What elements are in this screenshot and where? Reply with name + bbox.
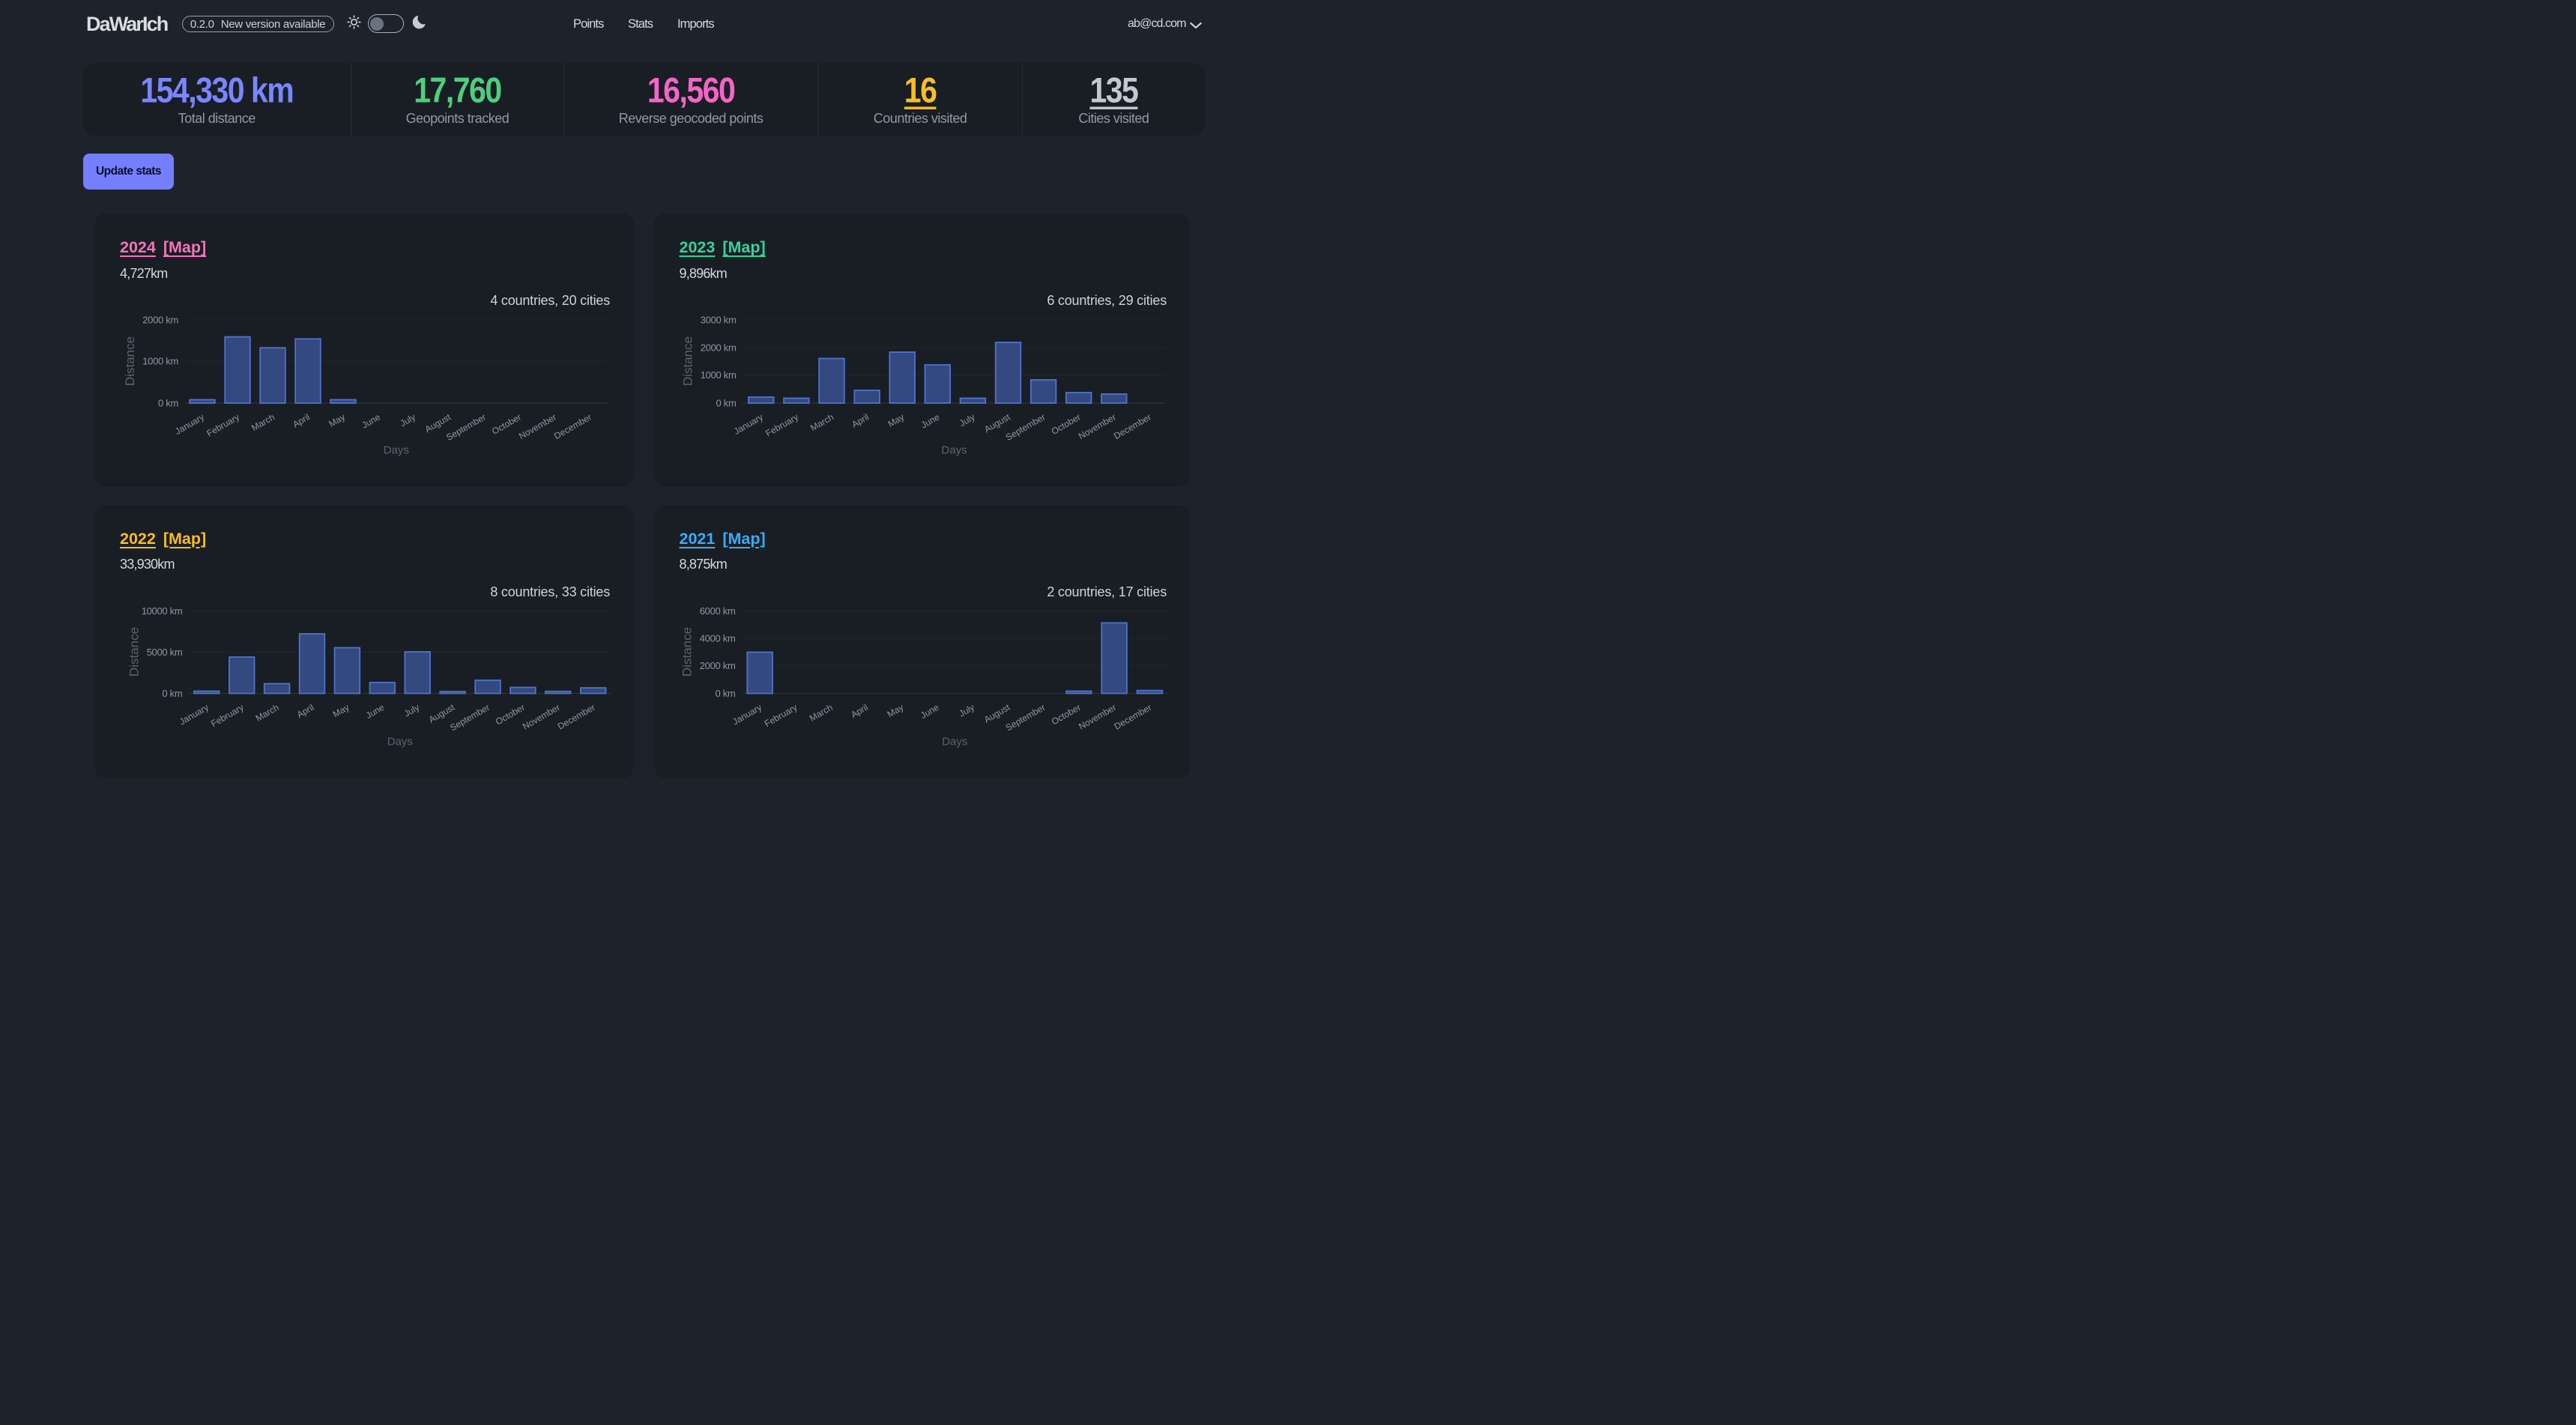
svg-text:January: January xyxy=(731,701,764,726)
svg-text:0 km: 0 km xyxy=(716,398,736,409)
svg-text:2000 km: 2000 km xyxy=(700,342,736,353)
svg-text:0 km: 0 km xyxy=(162,688,182,699)
svg-text:April: April xyxy=(291,411,312,429)
svg-text:June: June xyxy=(919,701,941,720)
svg-text:Distance: Distance xyxy=(680,626,694,676)
svg-text:September: September xyxy=(444,411,488,442)
svg-text:June: June xyxy=(919,411,941,430)
svg-text:September: September xyxy=(1003,411,1047,442)
svg-text:0 km: 0 km xyxy=(715,688,735,699)
svg-text:December: December xyxy=(552,411,593,441)
svg-text:January: January xyxy=(173,411,206,436)
svg-text:November: November xyxy=(1077,701,1118,731)
svg-text:2000 km: 2000 km xyxy=(699,660,735,671)
svg-text:March: March xyxy=(808,411,835,433)
svg-text:September: September xyxy=(448,701,492,732)
svg-text:3000 km: 3000 km xyxy=(700,315,736,326)
svg-text:December: December xyxy=(1112,701,1153,731)
svg-text:Days: Days xyxy=(941,444,967,457)
svg-text:July: July xyxy=(399,411,417,429)
svg-text:May: May xyxy=(331,701,351,718)
svg-text:Days: Days xyxy=(942,735,967,748)
svg-text:January: January xyxy=(178,701,211,726)
svg-text:March: March xyxy=(807,701,834,723)
svg-text:Days: Days xyxy=(387,735,413,748)
svg-text:May: May xyxy=(885,701,905,718)
svg-text:September: September xyxy=(1003,701,1047,732)
svg-text:February: February xyxy=(209,701,246,728)
svg-text:5000 km: 5000 km xyxy=(147,647,183,658)
svg-text:June: June xyxy=(360,411,382,430)
svg-text:May: May xyxy=(886,411,906,429)
svg-text:Distance: Distance xyxy=(127,626,141,676)
svg-text:Distance: Distance xyxy=(123,336,137,386)
svg-text:April: April xyxy=(850,411,871,429)
svg-text:November: November xyxy=(517,411,558,441)
svg-text:November: November xyxy=(1076,411,1117,441)
svg-text:April: April xyxy=(295,701,316,719)
svg-text:May: May xyxy=(327,411,347,429)
svg-text:Days: Days xyxy=(384,444,409,457)
svg-text:4000 km: 4000 km xyxy=(699,632,735,644)
svg-text:Distance: Distance xyxy=(680,336,695,386)
svg-text:1000 km: 1000 km xyxy=(142,356,178,367)
svg-text:1000 km: 1000 km xyxy=(700,369,736,381)
svg-text:6000 km: 6000 km xyxy=(699,605,735,617)
svg-text:July: July xyxy=(402,701,421,718)
svg-text:February: February xyxy=(205,411,241,438)
svg-text:2000 km: 2000 km xyxy=(142,315,178,326)
svg-text:March: March xyxy=(254,701,281,723)
svg-text:December: December xyxy=(1111,411,1152,441)
svg-text:December: December xyxy=(556,701,597,731)
svg-text:February: February xyxy=(762,701,799,728)
svg-text:April: April xyxy=(849,701,870,719)
svg-text:July: July xyxy=(957,411,976,429)
svg-text:June: June xyxy=(364,701,387,720)
svg-text:0 km: 0 km xyxy=(158,398,178,409)
svg-text:10000 km: 10000 km xyxy=(142,605,183,617)
svg-text:March: March xyxy=(250,411,276,433)
svg-text:January: January xyxy=(731,411,764,436)
svg-text:November: November xyxy=(521,701,562,731)
svg-text:February: February xyxy=(764,411,800,438)
svg-text:July: July xyxy=(957,701,976,718)
